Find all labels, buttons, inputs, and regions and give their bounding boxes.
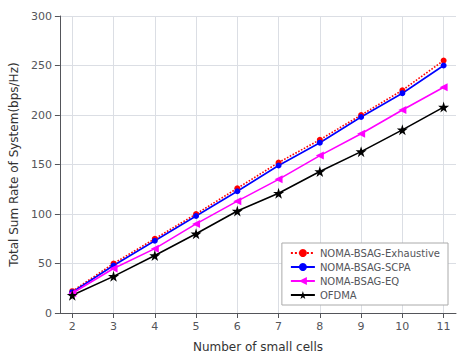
svg-text:NOMA-BSAG-EQ: NOMA-BSAG-EQ [320,276,399,287]
svg-text:11: 11 [437,320,451,333]
svg-text:7: 7 [275,320,282,333]
svg-text:150: 150 [31,158,52,171]
svg-text:2: 2 [69,320,76,333]
svg-text:4: 4 [151,320,158,333]
svg-text:300: 300 [31,10,52,23]
svg-text:OFDMA: OFDMA [320,290,357,301]
svg-text:9: 9 [358,320,365,333]
svg-text:3: 3 [110,320,117,333]
svg-text:250: 250 [31,59,52,72]
svg-text:5: 5 [193,320,200,333]
svg-text:6: 6 [234,320,241,333]
svg-text:Total Sum Rate of System(bps/H: Total Sum Rate of System(bps/Hz) [7,62,21,267]
svg-text:Number of small cells: Number of small cells [193,340,323,354]
svg-text:NOMA-BSAG-SCPA: NOMA-BSAG-SCPA [320,262,411,273]
svg-text:0: 0 [45,307,52,320]
svg-text:8: 8 [316,320,323,333]
svg-text:NOMA-BSAG-Exhaustive: NOMA-BSAG-Exhaustive [320,248,440,259]
svg-text:100: 100 [31,208,52,221]
svg-text:200: 200 [31,109,52,122]
svg-text:10: 10 [395,320,409,333]
svg-text:50: 50 [38,257,52,270]
